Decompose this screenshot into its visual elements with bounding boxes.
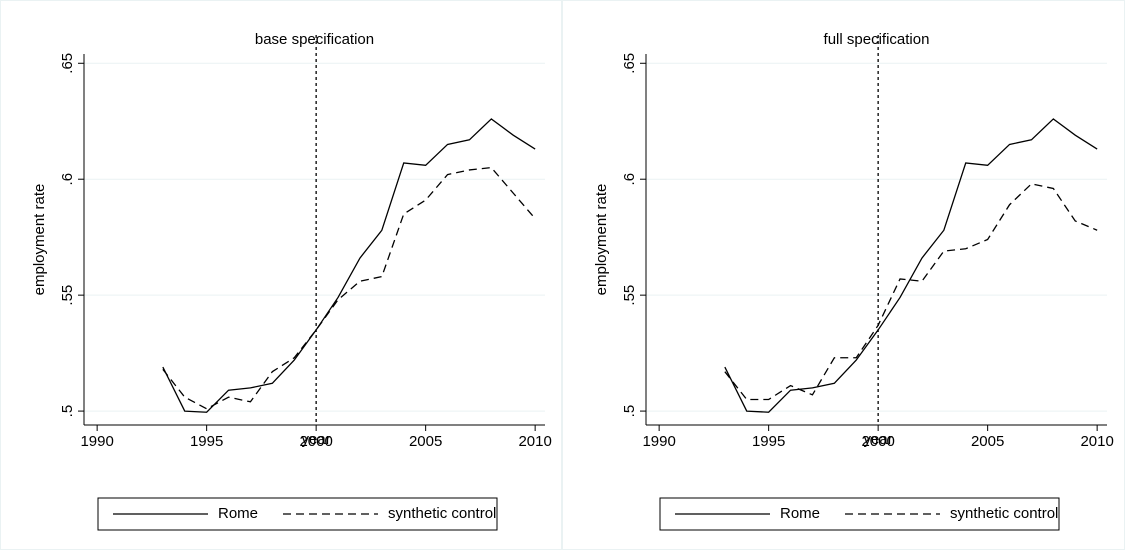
series-line bbox=[724, 118, 1098, 413]
y-tick-label: .55 bbox=[59, 285, 76, 306]
panel-frame bbox=[0, 0, 562, 550]
x-tick-label: 2010 bbox=[518, 433, 551, 450]
legend-label: Rome bbox=[218, 505, 258, 522]
y-tick-label: .6 bbox=[621, 173, 638, 186]
legend-label: Rome bbox=[780, 505, 820, 522]
x-axis-label: year bbox=[302, 431, 331, 448]
legend-label: synthetic control bbox=[950, 505, 1058, 522]
x-tick-label: 1995 bbox=[190, 433, 223, 450]
x-tick-label: 2000 bbox=[299, 433, 332, 450]
y-tick-label: .5 bbox=[621, 405, 638, 418]
series-line bbox=[162, 118, 536, 413]
x-tick-label: 1995 bbox=[752, 433, 785, 450]
chart-title: base specification bbox=[255, 31, 374, 48]
y-tick-label: .65 bbox=[59, 53, 76, 74]
y-tick-label: .65 bbox=[621, 53, 638, 74]
x-axis-label: year bbox=[864, 431, 893, 448]
x-tick-label: 2000 bbox=[861, 433, 894, 450]
legend-label: synthetic control bbox=[388, 505, 496, 522]
x-tick-label: 2005 bbox=[409, 433, 442, 450]
y-axis-label: employment rate bbox=[593, 184, 610, 296]
y-axis-label: employment rate bbox=[31, 184, 48, 296]
y-tick-label: .6 bbox=[59, 173, 76, 186]
y-tick-label: .55 bbox=[621, 285, 638, 306]
y-tick-label: .5 bbox=[59, 405, 76, 418]
x-tick-label: 2010 bbox=[1080, 433, 1113, 450]
series-line bbox=[724, 183, 1098, 401]
x-tick-label: 1990 bbox=[642, 433, 675, 450]
chart-title: full specification bbox=[824, 31, 930, 48]
panel-frame bbox=[562, 0, 1125, 550]
x-tick-label: 2005 bbox=[971, 433, 1004, 450]
series-line bbox=[162, 166, 536, 410]
x-tick-label: 1990 bbox=[80, 433, 113, 450]
